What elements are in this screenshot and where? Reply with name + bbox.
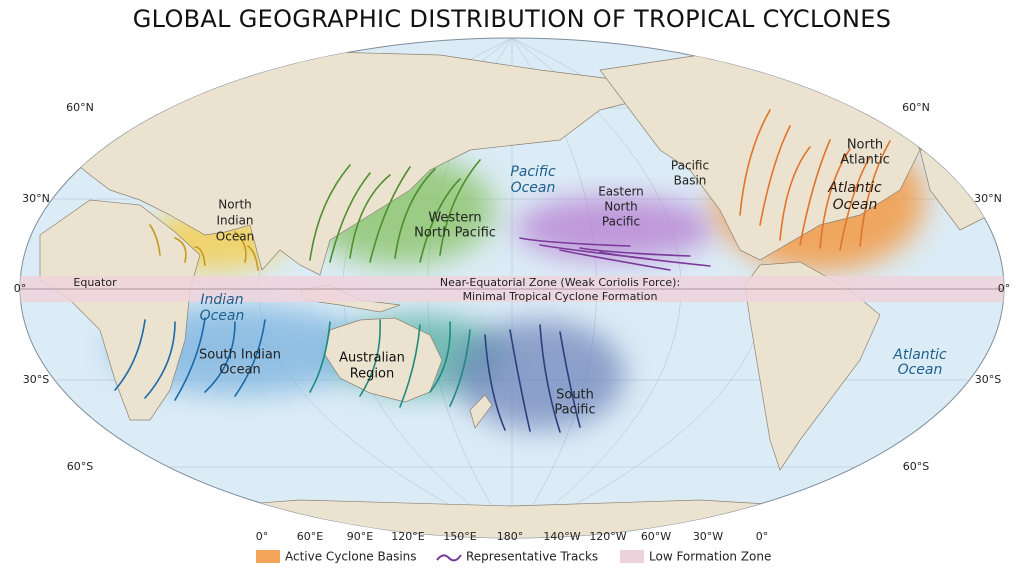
equator-label: Equator <box>73 276 117 289</box>
legend-swatch <box>620 550 644 563</box>
latitude-label: 30°S <box>975 373 1001 386</box>
track <box>329 172 371 263</box>
track <box>739 109 771 216</box>
longitude-label: 0° <box>256 530 269 543</box>
track <box>114 319 146 391</box>
track <box>509 329 531 432</box>
longitude-label: 150°E <box>443 530 476 543</box>
region-label: South <box>556 388 594 403</box>
labels: 60°N 30°N 0° 30°S 60°S 60°N 30°N 0° 30°S 60°S 0° 60… <box>14 101 1011 543</box>
longitude-label: 90°E <box>347 530 373 543</box>
track <box>309 321 331 393</box>
longitude-label: 140°W <box>543 530 580 543</box>
region-label: Ocean <box>200 308 245 324</box>
track <box>309 164 351 261</box>
latitude-label: 0° <box>998 282 1011 295</box>
zone-label: Near-Equatorial Zone (Weak Coriolis Forc… <box>440 276 680 289</box>
track <box>174 317 206 401</box>
region-label: Atlantic <box>892 347 947 363</box>
region-label: Region <box>350 367 395 382</box>
track <box>539 324 561 433</box>
track <box>579 247 691 257</box>
legend: Active Cyclone Basins Representative Tra… <box>256 550 771 564</box>
longitude-label: 0° <box>756 530 769 543</box>
longitude-label: 180° <box>497 530 524 543</box>
track <box>839 156 871 251</box>
region-label: Pacific <box>671 159 709 173</box>
track <box>204 321 236 393</box>
track <box>234 231 247 263</box>
legend-label: Active Cyclone Basins <box>285 550 417 564</box>
legend-label: Low Formation Zone <box>649 550 771 564</box>
latitude-label: 60°N <box>902 101 930 114</box>
track <box>399 324 421 408</box>
track <box>429 321 451 393</box>
track <box>369 166 411 263</box>
track <box>419 178 461 263</box>
longitude-label: 60°W <box>641 530 671 543</box>
region-label: Eastern <box>598 185 644 199</box>
longitude-label: 60°E <box>297 530 323 543</box>
latitude-label: 60°S <box>67 460 93 473</box>
latitude-label: 30°N <box>22 192 50 205</box>
track <box>349 174 391 259</box>
region-label: North <box>847 138 883 153</box>
track <box>359 319 381 397</box>
track <box>439 159 481 256</box>
longitude-label: 30°W <box>693 530 723 543</box>
zone-label: Minimal Tropical Cyclone Formation <box>463 290 658 303</box>
track <box>194 246 206 266</box>
latitude-label: 60°S <box>903 460 929 473</box>
latitude-label: 60°N <box>66 101 94 114</box>
region-label: South Indian <box>199 348 281 363</box>
region-label: Pacific <box>602 215 640 229</box>
legend-label: Representative Tracks <box>466 550 598 564</box>
track <box>234 319 266 397</box>
region-label: Ocean <box>898 362 943 378</box>
track <box>559 331 581 428</box>
region-label: Australian <box>339 351 405 366</box>
region-label: Pacific <box>554 403 595 418</box>
region-label: North Pacific <box>414 226 496 241</box>
track <box>394 168 436 259</box>
title: GLOBAL GEOGRAPHIC DISTRIBUTION OF TROPIC… <box>133 5 891 33</box>
tracks <box>114 109 891 433</box>
region-label: Indian <box>216 214 253 228</box>
longitude-label: 120°W <box>589 530 626 543</box>
track <box>174 237 187 263</box>
longitude-label: 120°E <box>391 530 424 543</box>
latitude-label: 0° <box>14 282 27 295</box>
region-label: Ocean <box>216 230 254 244</box>
track <box>799 139 831 246</box>
latitude-label: 30°N <box>974 192 1002 205</box>
track <box>779 146 811 241</box>
region-label: Basin <box>674 174 707 188</box>
region-label: Pacific <box>510 164 556 180</box>
region-label: Atlantic <box>840 153 889 168</box>
region-label: Indian <box>200 292 243 308</box>
track <box>759 125 791 226</box>
latitude-label: 30°S <box>23 373 49 386</box>
region-label: Ocean <box>219 363 261 378</box>
region-label: Ocean <box>511 180 556 196</box>
legend-swatch <box>436 554 462 562</box>
track <box>819 148 851 249</box>
track <box>484 334 506 431</box>
track <box>144 321 176 399</box>
region-label: North <box>604 200 638 214</box>
legend-swatch <box>256 550 280 563</box>
track <box>247 245 259 271</box>
region-label: Western <box>428 211 481 226</box>
track <box>599 251 711 267</box>
track <box>149 224 161 256</box>
region-label: Atlantic <box>827 180 882 196</box>
track <box>559 249 671 271</box>
region-label: Ocean <box>833 197 878 213</box>
track <box>859 140 891 247</box>
map-layers <box>20 38 1004 538</box>
region-label: North <box>218 198 252 212</box>
track <box>519 237 631 247</box>
track <box>449 329 471 407</box>
